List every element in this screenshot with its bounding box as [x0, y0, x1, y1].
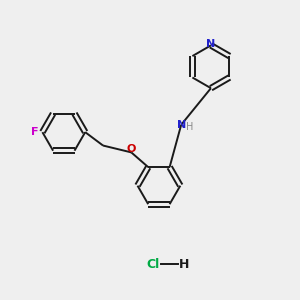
- Text: F: F: [31, 127, 39, 137]
- Text: H: H: [179, 258, 189, 271]
- Text: Cl: Cl: [146, 258, 160, 271]
- Text: H: H: [186, 122, 193, 132]
- Text: N: N: [206, 39, 216, 49]
- Text: O: O: [127, 144, 136, 154]
- Text: N: N: [177, 120, 186, 130]
